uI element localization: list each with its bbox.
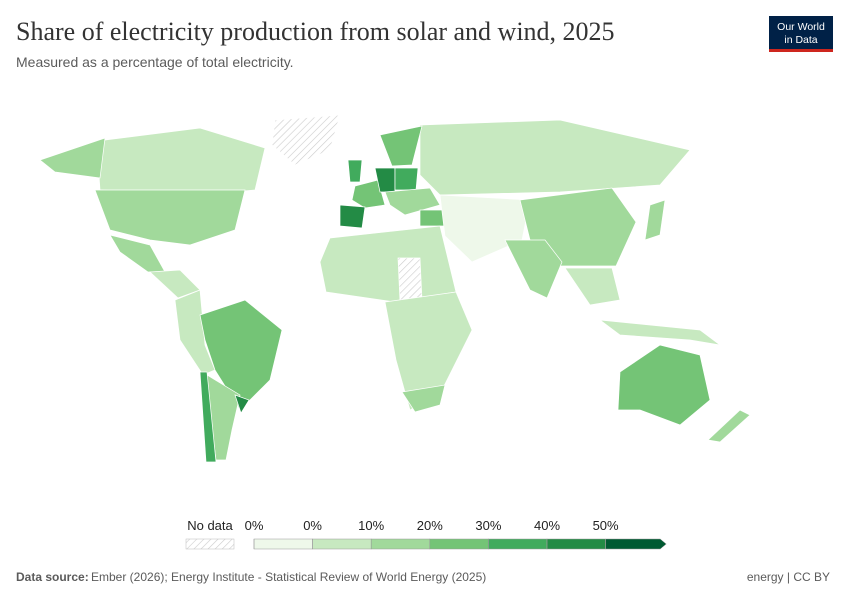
region xyxy=(564,267,621,306)
region xyxy=(394,167,419,191)
legend-swatch xyxy=(253,538,313,550)
region xyxy=(234,394,250,414)
logo-box xyxy=(769,16,833,50)
region xyxy=(707,409,751,443)
region xyxy=(39,137,106,179)
legend: No data 0% 0% 10% 20% 30% 40% 50% xyxy=(185,518,667,550)
region xyxy=(319,225,457,303)
region xyxy=(598,319,721,346)
region xyxy=(339,204,366,229)
region xyxy=(199,371,217,463)
logo: Our World in Data xyxy=(769,16,833,52)
legend-tick-label: 20% xyxy=(417,518,443,533)
region xyxy=(347,159,363,183)
legend-tick-label: 50% xyxy=(593,518,619,533)
license: energy | CC BY xyxy=(747,570,830,584)
region xyxy=(644,199,666,241)
logo-bar xyxy=(769,49,833,52)
region xyxy=(379,125,423,167)
logo-text: in Data xyxy=(784,34,817,46)
logo-text: Our World xyxy=(777,21,825,33)
legend-swatch xyxy=(605,538,667,550)
no-data-swatch xyxy=(185,538,235,550)
region xyxy=(271,114,341,166)
title: Share of electricity production from sol… xyxy=(16,17,615,46)
legend-swatch xyxy=(488,538,548,550)
region xyxy=(617,344,711,426)
legend-swatch xyxy=(370,538,431,550)
region xyxy=(397,257,423,303)
source-label: Data source: xyxy=(16,570,89,584)
legend-tick-label: 40% xyxy=(534,518,560,533)
region xyxy=(351,179,386,209)
legend-tick-label: 30% xyxy=(475,518,501,533)
legend-tick-label: 0% xyxy=(245,518,264,533)
legend-swatch xyxy=(429,538,489,550)
legend-tick-label: 10% xyxy=(358,518,384,533)
region xyxy=(97,127,266,196)
legend-label: No data xyxy=(187,518,233,533)
region xyxy=(199,299,283,411)
world-map xyxy=(39,114,751,463)
region xyxy=(419,119,691,196)
subtitle: Measured as a percentage of total electr… xyxy=(16,54,294,70)
source: Ember (2026); Energy Institute - Statist… xyxy=(91,570,486,584)
legend-tick-label: 0% xyxy=(303,518,322,533)
legend-swatch xyxy=(312,538,372,550)
region xyxy=(94,189,246,246)
region xyxy=(504,239,563,299)
region xyxy=(401,384,446,413)
legend-swatch xyxy=(546,538,606,550)
